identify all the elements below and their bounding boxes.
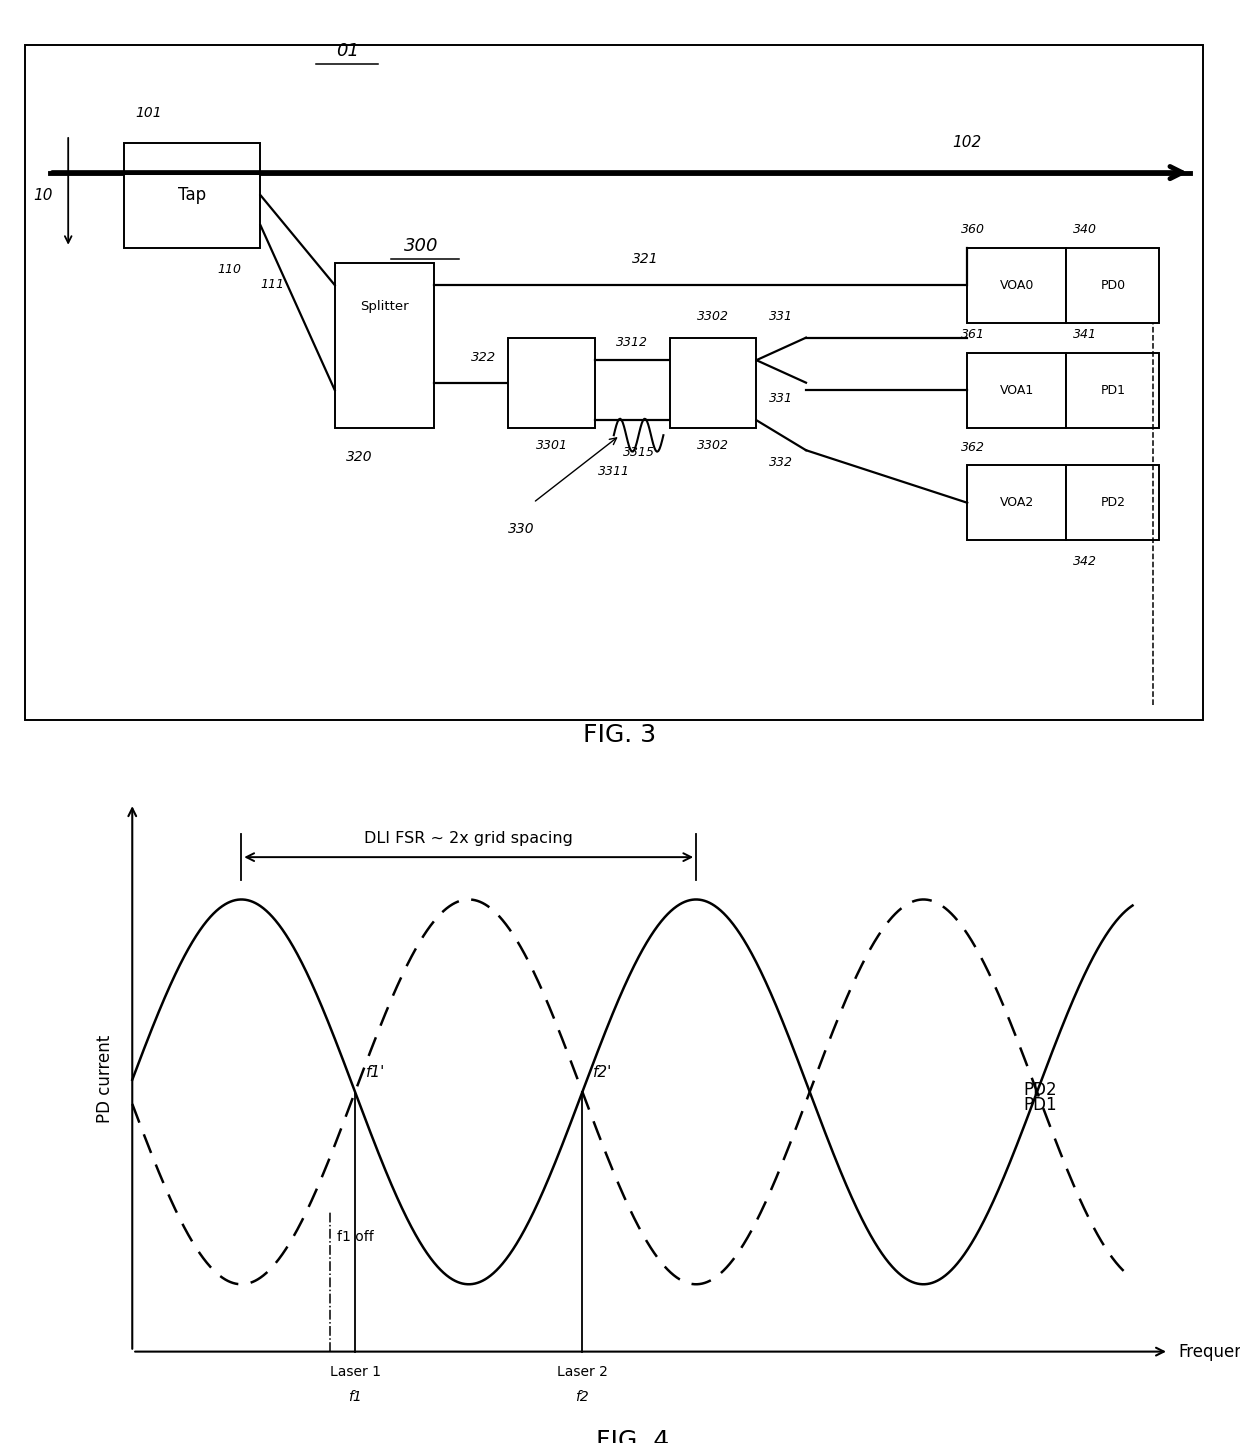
Text: VOA1: VOA1 [999, 384, 1034, 397]
Text: f1: f1 [348, 1390, 362, 1404]
Text: f2': f2' [593, 1065, 613, 1081]
Text: 3312: 3312 [616, 336, 649, 349]
Text: VOA0: VOA0 [999, 278, 1034, 291]
Text: 111: 111 [260, 277, 285, 290]
Bar [1066, 248, 1159, 323]
Text: 340: 340 [1073, 224, 1097, 237]
Text: 300: 300 [404, 237, 439, 255]
Text: 01: 01 [336, 42, 358, 61]
Text: 331: 331 [769, 310, 794, 323]
Bar [967, 352, 1066, 427]
Text: 3302: 3302 [697, 439, 729, 452]
Text: 322: 322 [471, 351, 496, 364]
Text: Frequency: Frequency [1178, 1342, 1240, 1361]
Text: 101: 101 [135, 105, 162, 120]
Text: f1 off: f1 off [337, 1231, 373, 1244]
Text: 102: 102 [952, 136, 982, 150]
Text: 362: 362 [961, 442, 986, 455]
Text: f2: f2 [575, 1390, 589, 1404]
Bar [508, 338, 595, 427]
Bar [273, 240, 1178, 706]
Text: PD2: PD2 [1023, 1081, 1056, 1100]
Text: Laser 1: Laser 1 [330, 1365, 381, 1380]
Text: 320: 320 [346, 450, 373, 465]
Text: 341: 341 [1073, 329, 1097, 342]
Text: 342: 342 [1073, 556, 1097, 569]
Bar [335, 263, 434, 427]
Text: DLI FSR ~ 2x grid spacing: DLI FSR ~ 2x grid spacing [365, 831, 573, 846]
Text: PD2: PD2 [1100, 496, 1126, 509]
Text: 10: 10 [33, 188, 53, 202]
Text: PD1: PD1 [1023, 1095, 1056, 1114]
Text: Tap: Tap [179, 186, 206, 203]
Text: 3302: 3302 [697, 310, 729, 323]
Text: f1': f1' [366, 1065, 386, 1081]
Text: 332: 332 [769, 456, 794, 469]
Text: 3301: 3301 [536, 439, 568, 452]
Text: VOA2: VOA2 [999, 496, 1034, 509]
Bar [1066, 465, 1159, 540]
Text: PD1: PD1 [1100, 384, 1126, 397]
Text: FIG. 4: FIG. 4 [595, 1429, 670, 1443]
Text: 331: 331 [769, 392, 794, 405]
Text: 321: 321 [631, 253, 658, 267]
Text: 3311: 3311 [598, 465, 630, 478]
Bar [967, 248, 1066, 323]
Bar [1066, 352, 1159, 427]
Bar [967, 465, 1066, 540]
Text: PD current: PD current [95, 1035, 114, 1123]
Text: 361: 361 [961, 329, 986, 342]
Text: 110: 110 [217, 263, 242, 276]
Bar [670, 338, 756, 427]
Bar [124, 143, 260, 248]
Text: 330: 330 [507, 521, 534, 535]
Text: FIG. 3: FIG. 3 [584, 723, 656, 746]
Text: 360: 360 [961, 224, 986, 237]
Text: PD0: PD0 [1100, 278, 1126, 291]
Text: 3315: 3315 [622, 446, 655, 459]
Text: Laser 2: Laser 2 [557, 1365, 608, 1380]
Text: Splitter: Splitter [360, 300, 409, 313]
